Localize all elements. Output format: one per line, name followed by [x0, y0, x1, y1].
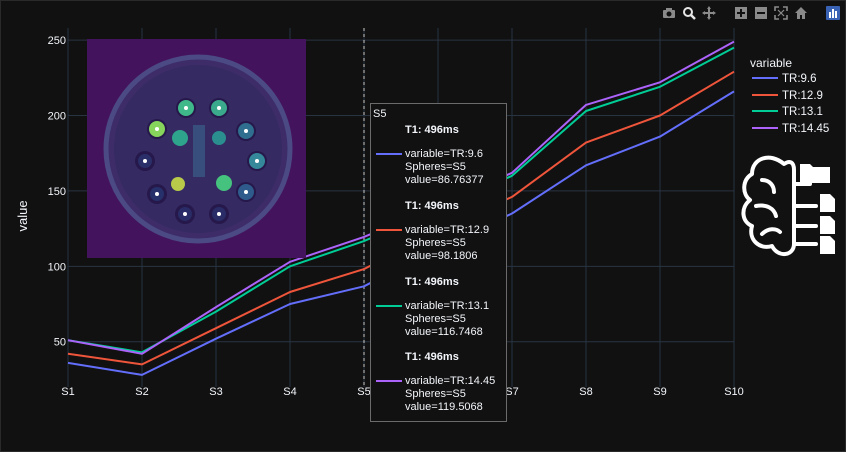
x-tick-label: S9: [653, 386, 666, 398]
y-tick-label: 200: [48, 110, 66, 122]
zoom-out-icon[interactable]: [752, 4, 770, 22]
legend-item-tr-12-9[interactable]: TR:12.9: [752, 90, 823, 102]
x-tick-label: S5: [357, 386, 370, 398]
hover-entry-title: T1: 496ms: [405, 351, 459, 363]
x-tick-label: S10: [724, 386, 744, 398]
hover-entry-swatch: [376, 380, 402, 382]
hover-entry-tr-13-1: T1: 496ms variable=TR:13.1 Spheres=S5 va…: [371, 276, 506, 352]
legend[interactable]: variable TR:9.6 TR:12.9 TR:13.1 TR:14.45: [750, 56, 829, 135]
reset-axes-icon[interactable]: [792, 4, 810, 22]
hover-entry-swatch: [376, 305, 402, 307]
hover-entry-value: value=116.7468: [405, 326, 483, 338]
y-axis-title: value: [15, 200, 30, 231]
hover-entry-spheres: Spheres=S5: [405, 388, 466, 400]
x-tick-label: S4: [283, 386, 296, 398]
plotly-logo-icon[interactable]: [824, 4, 842, 22]
legend-item-tr-9-6[interactable]: TR:9.6: [752, 73, 817, 85]
modebar: [660, 4, 842, 22]
hover-entry-variable: variable=TR:13.1: [405, 300, 490, 312]
y-tick-label: 250: [48, 35, 66, 47]
x-tick-label: S1: [61, 386, 74, 398]
x-tick-label: S3: [209, 386, 222, 398]
hover-entry-tr-12-9: T1: 496ms variable=TR:12.9 Spheres=S5 va…: [371, 200, 506, 276]
hover-entry-variable: variable=TR:14.45: [405, 375, 496, 387]
legend-label: TR:13.1: [782, 106, 823, 118]
hover-entry-variable: variable=TR:12.9: [405, 224, 490, 236]
hover-entry-spheres: Spheres=S5: [405, 313, 466, 325]
legend-item-tr-14-45[interactable]: TR:14.45: [752, 123, 829, 135]
y-tick-label: 50: [54, 337, 66, 349]
legend-label: TR:14.45: [782, 123, 829, 135]
hover-entry-swatch: [376, 229, 402, 231]
hover-entry-spheres: Spheres=S5: [405, 237, 466, 249]
hover-entry-spheres: Spheres=S5: [405, 161, 466, 173]
x-tick-label: S7: [505, 386, 518, 398]
y-tick-label: 100: [48, 261, 66, 273]
legend-item-tr-13-1[interactable]: TR:13.1: [752, 106, 823, 118]
x-tick-label: S2: [135, 386, 148, 398]
legend-label: TR:9.6: [782, 73, 817, 85]
y-tick-label: 150: [48, 186, 66, 198]
hover-entry-value: value=86.76377: [405, 174, 484, 186]
x-tick-label: S8: [579, 386, 592, 398]
hover-entry-swatch: [376, 153, 402, 155]
autoscale-icon[interactable]: [772, 4, 790, 22]
pan-icon[interactable]: [700, 4, 718, 22]
legend-label: TR:12.9: [782, 90, 823, 102]
hover-entry-value: value=119.5068: [405, 401, 483, 413]
hover-entry-title: T1: 496ms: [405, 276, 459, 288]
hover-entry-title: T1: 496ms: [405, 200, 459, 212]
hover-header: S5: [373, 108, 387, 120]
hover-tooltip: S5 T1: 496ms variable=TR:9.6 Spheres=S5 …: [370, 103, 507, 422]
brain-logo-icon: [741, 155, 835, 256]
zoom-in-icon[interactable]: [732, 4, 750, 22]
zoom-icon[interactable]: [680, 4, 698, 22]
mri-phantom-image: [87, 39, 306, 258]
hover-entry-tr-9-6: T1: 496ms variable=TR:9.6 Spheres=S5 val…: [371, 124, 506, 200]
camera-icon[interactable]: [660, 4, 678, 22]
hover-entry-value: value=98.1806: [405, 250, 478, 262]
hover-entry-tr-14-45: T1: 496ms variable=TR:14.45 Spheres=S5 v…: [371, 351, 506, 427]
hover-entry-title: T1: 496ms: [405, 124, 459, 136]
legend-title: variable: [750, 56, 792, 70]
hover-entry-variable: variable=TR:9.6: [405, 148, 483, 160]
